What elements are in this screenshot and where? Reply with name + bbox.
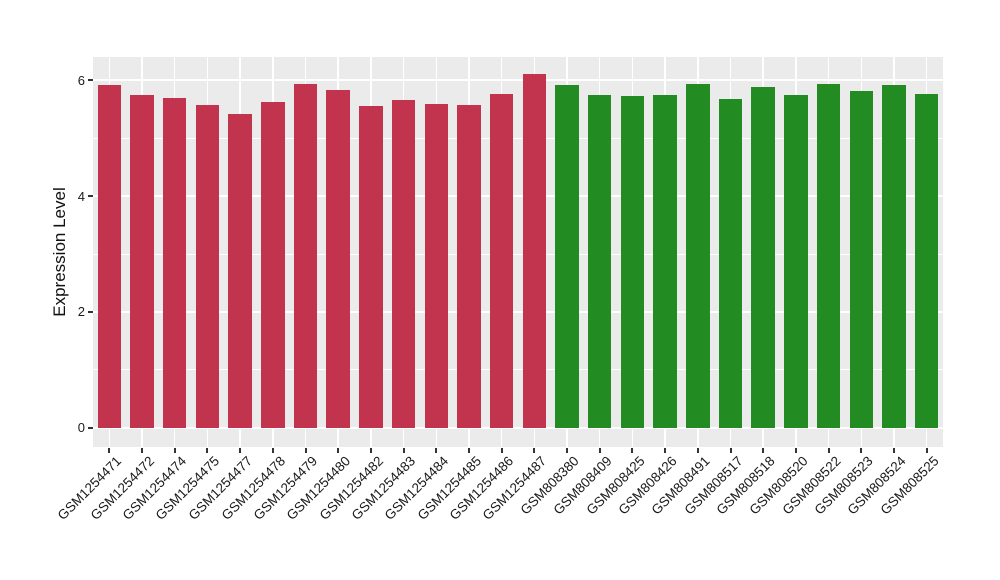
bar	[359, 106, 383, 428]
y-tick-label: 6	[77, 72, 85, 88]
x-tick	[631, 448, 634, 453]
gridline-horizontal-minor	[93, 137, 943, 139]
gridline-horizontal-minor	[93, 253, 943, 255]
x-tick	[664, 448, 667, 453]
gridline-horizontal-major	[93, 79, 943, 82]
x-tick	[892, 448, 895, 453]
x-tick	[239, 448, 242, 453]
x-tick	[762, 448, 765, 453]
bar	[555, 85, 579, 428]
bar	[391, 99, 416, 428]
y-tick-label: 0	[77, 420, 85, 436]
y-tick	[88, 310, 93, 313]
x-tick	[337, 448, 340, 453]
gridline-horizontal-major	[93, 426, 943, 429]
bar	[718, 98, 743, 428]
x-tick	[435, 448, 438, 453]
x-tick	[696, 448, 699, 453]
plot-panel	[93, 57, 943, 447]
x-tick	[304, 448, 307, 453]
x-tick	[271, 448, 274, 453]
x-tick	[827, 448, 830, 453]
bar	[751, 86, 775, 428]
x-tick	[860, 448, 863, 453]
bar	[424, 103, 449, 428]
x-tick	[467, 448, 470, 453]
bar	[489, 94, 514, 428]
x-tick	[173, 448, 176, 453]
bar	[914, 93, 939, 428]
bar	[195, 105, 220, 428]
bar	[587, 95, 612, 428]
y-tick-label: 4	[77, 188, 85, 204]
y-tick	[88, 195, 93, 198]
x-tick	[206, 448, 209, 453]
x-tick	[108, 448, 111, 453]
x-tick	[369, 448, 372, 453]
x-tick	[500, 448, 503, 453]
x-tick	[925, 448, 928, 453]
bar	[457, 105, 481, 428]
bar	[293, 84, 318, 428]
bar	[130, 94, 154, 428]
gridline-horizontal-minor	[93, 369, 943, 371]
y-tick	[88, 79, 93, 82]
bar	[522, 74, 547, 428]
x-tick	[141, 448, 144, 453]
bar	[97, 85, 122, 428]
bar	[816, 83, 841, 428]
bar	[620, 95, 645, 428]
y-axis-title: Expression Level	[50, 187, 69, 317]
bar	[784, 94, 808, 428]
x-tick	[533, 448, 536, 453]
x-tick	[598, 448, 601, 453]
gridline-horizontal-major	[93, 195, 943, 198]
x-tick	[566, 448, 569, 453]
bar	[882, 85, 906, 428]
y-tick	[88, 426, 93, 429]
bar	[686, 84, 710, 428]
x-tick	[402, 448, 405, 453]
bar	[849, 90, 874, 428]
x-tick	[729, 448, 732, 453]
y-tick-label: 2	[77, 304, 85, 320]
gridline-horizontal-major	[93, 310, 943, 313]
bar	[228, 113, 252, 428]
bar	[261, 102, 285, 428]
x-tick	[794, 448, 797, 453]
bar	[326, 90, 350, 428]
bar	[162, 98, 187, 428]
bar	[653, 95, 677, 428]
